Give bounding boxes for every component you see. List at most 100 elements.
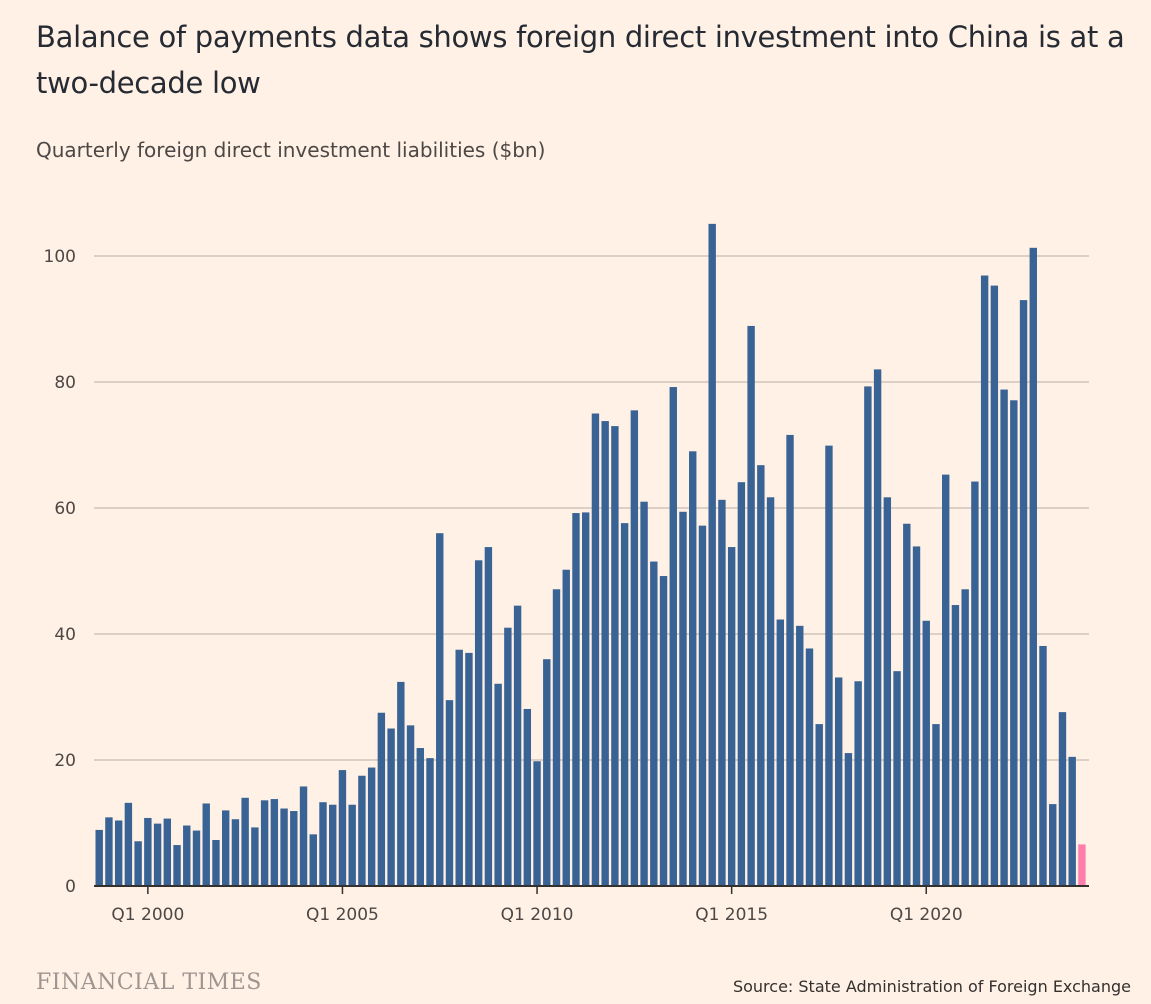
y-tick-label: 100 [44,247,76,267]
bar [163,818,172,886]
bar [221,810,230,886]
bar [455,649,463,886]
bar [1019,300,1028,887]
bar [971,481,979,886]
bar [747,325,755,886]
bar [445,700,454,886]
bar [844,753,853,886]
bar [504,627,512,886]
x-tick-label: Q1 2005 [306,905,379,925]
bar [436,533,444,886]
bar [815,724,823,886]
y-tick-label: 0 [65,877,76,897]
bar [251,827,259,886]
bar [270,799,279,886]
bar [912,546,921,886]
chart-title: Balance of payments data shows foreign d… [36,20,1125,100]
bar [543,659,551,886]
bar [650,561,658,886]
bar [591,413,600,886]
bar [883,497,892,886]
bar [1058,712,1067,886]
bar [757,465,765,886]
bar [299,786,308,886]
bar [864,386,872,886]
bar [951,605,960,886]
bar [942,474,950,886]
bar [348,804,356,886]
bar [640,501,648,886]
bar [202,803,210,886]
x-tick-label: Q1 2020 [890,905,963,925]
bar [105,817,113,886]
bar [659,576,668,886]
bar [669,387,677,886]
bar [718,499,726,886]
bar [134,841,142,886]
bar [290,811,298,886]
bar [552,589,561,886]
bar [1039,645,1047,886]
bar [825,445,833,886]
bar [173,845,181,886]
bar [776,619,784,886]
y-tick-label: 60 [54,499,76,519]
bar [679,511,687,886]
source-note: Source: State Administration of Foreign … [732,977,1131,996]
bar [834,677,843,886]
bar [484,547,493,886]
bar [280,808,288,886]
bar [533,761,541,886]
bar-latest-quarter [1078,844,1086,886]
bar [387,728,395,886]
bar [601,421,609,886]
bar [474,560,483,886]
bar [513,605,522,886]
bar [367,767,376,886]
bar [231,819,240,886]
bar [124,802,133,886]
bar [95,829,103,886]
bar [397,681,405,886]
bar [1029,247,1037,886]
bar [620,523,629,886]
bar [144,817,152,886]
bar [212,840,220,886]
bar [990,285,999,886]
bar [377,712,386,886]
bar [465,652,473,886]
bar [153,823,162,886]
bar [494,683,502,886]
x-tick-label: Q1 2000 [111,905,184,925]
bar [698,525,707,886]
bar [796,625,804,886]
bar [708,223,716,886]
bar [727,547,736,886]
bar [572,513,580,886]
bar [611,426,619,886]
bar [805,648,814,886]
bar [922,620,930,886]
bar [426,758,434,886]
ft-logo: FINANCIAL TIMES [36,970,262,995]
bar [932,724,940,886]
bar [582,512,590,886]
bar [562,569,570,886]
bar [183,825,191,886]
bar [241,797,249,886]
bar [961,589,969,886]
bar [114,820,123,886]
bar [358,775,366,886]
bar [689,451,697,886]
bar [1010,400,1018,886]
bar [309,834,317,886]
y-tick-label: 40 [54,625,76,645]
bar [329,804,337,886]
x-tick-label: Q1 2015 [695,905,768,925]
bar [406,725,415,886]
bar [338,770,347,886]
bar [1068,756,1076,886]
bar [1000,389,1008,886]
bar [786,434,794,886]
